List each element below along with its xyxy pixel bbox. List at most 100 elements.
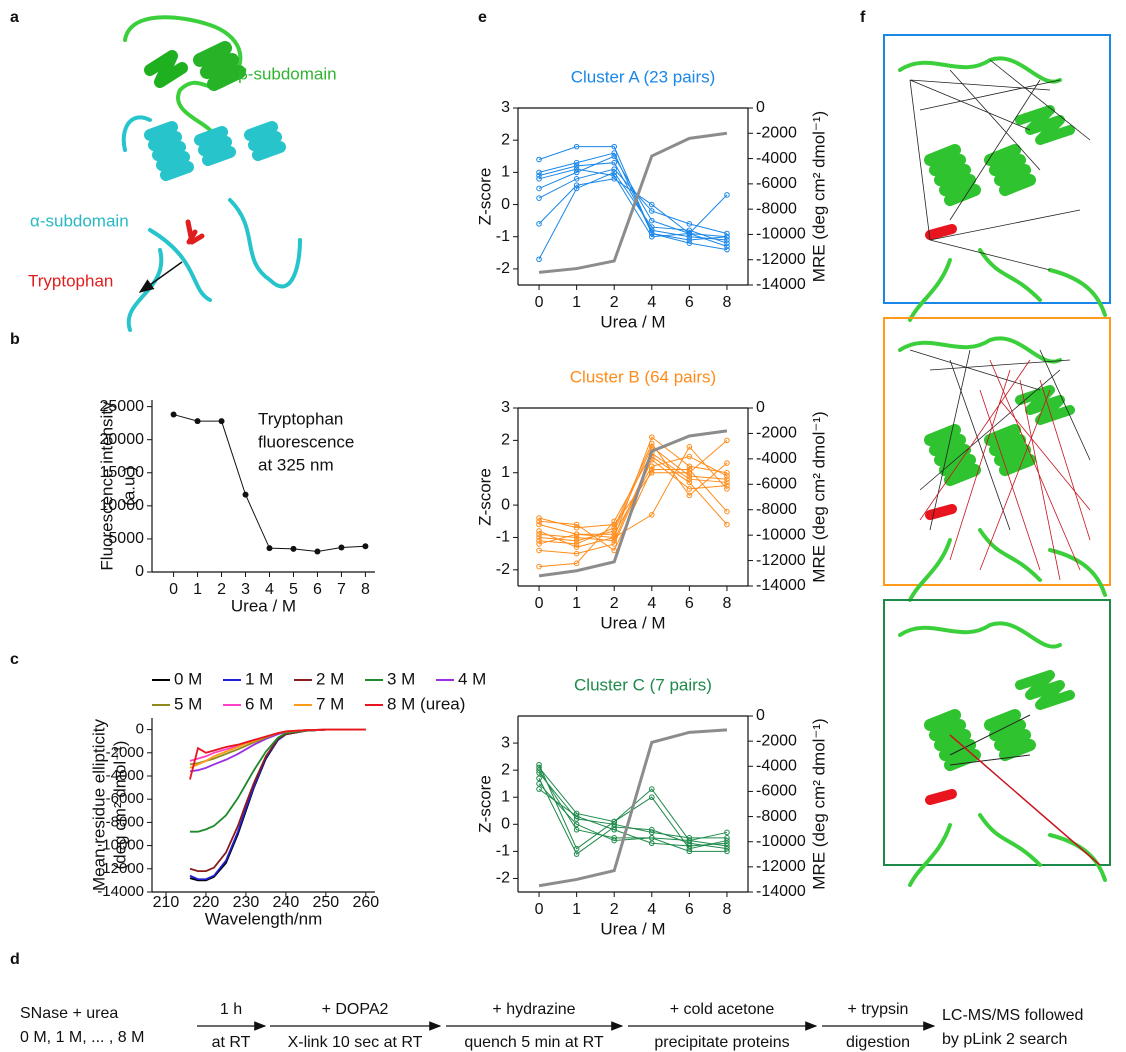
marker (536, 780, 542, 787)
y-axis-label: Z-score (475, 168, 494, 226)
y-tick-label: -1 (496, 529, 510, 546)
y-tick-label: 5000 (108, 530, 144, 547)
x-tick-label: 2 (610, 595, 619, 612)
x-tick-label: 8 (723, 901, 732, 918)
x-tick-label: 0 (169, 581, 178, 598)
line (538, 178, 727, 238)
marker (194, 418, 201, 425)
marker (686, 230, 693, 237)
x-tick-label: 240 (273, 894, 300, 911)
marker (611, 534, 618, 541)
panel-label: c (10, 651, 19, 668)
marker (573, 560, 580, 567)
y2-axis-label: MRE (deg cm² dmol⁻¹) (809, 411, 828, 582)
marker (648, 434, 655, 440)
y-tick-label: 25000 (100, 398, 145, 415)
marker (724, 237, 730, 243)
x-tick-label: 1 (572, 294, 581, 311)
marker (724, 469, 730, 476)
x-tick-label: 6 (685, 294, 694, 311)
marker (611, 518, 618, 525)
marker (573, 166, 580, 172)
y2-tick-label: -14000 (756, 577, 806, 594)
marker (724, 240, 730, 246)
marker (724, 848, 730, 855)
annotation: at 325 nm (258, 455, 334, 474)
x-tick-label: 2 (217, 581, 226, 598)
y-tick-label: -8000 (106, 813, 144, 830)
trp-label: Tryptophan (28, 271, 113, 290)
x-tick-label: 4 (265, 581, 274, 598)
beta-label: β-subdomain (238, 64, 337, 83)
marker (290, 545, 297, 552)
legend-label: 7 M (316, 694, 344, 713)
y2-tick-label: -6000 (756, 783, 797, 800)
y-axis-label: Z-score (475, 468, 494, 526)
line (538, 445, 728, 548)
y2-tick-label: -2000 (756, 125, 797, 142)
marker (611, 818, 618, 825)
marker (536, 528, 542, 534)
marker (686, 444, 693, 450)
marker (611, 524, 618, 531)
y-tick-label: 2 (501, 761, 510, 778)
y-tick-label: -2 (496, 561, 510, 578)
marker (611, 837, 618, 844)
legend-label: 0 M (174, 669, 202, 688)
marker (573, 531, 580, 538)
x-tick-label: 1 (193, 581, 202, 598)
step-below: quench 5 min at RT (464, 1034, 604, 1051)
line (538, 162, 727, 241)
y-tick-label: 0 (501, 496, 510, 513)
step-below: precipitate proteins (654, 1034, 789, 1051)
marker (536, 786, 542, 792)
marker (338, 544, 345, 551)
marker (266, 545, 273, 552)
x-axis-label: Urea / M (600, 312, 665, 331)
marker (648, 512, 655, 518)
y2-tick-label: -8000 (756, 808, 797, 825)
marker (573, 851, 580, 857)
marker (648, 230, 655, 237)
annotation: Tryptophan (258, 409, 343, 428)
x-tick-label: 3 (241, 581, 250, 598)
marker (648, 208, 655, 214)
marker (724, 843, 730, 849)
x-axis-label: Wavelength/nm (205, 909, 322, 928)
y2-tick-label: -2000 (756, 425, 797, 442)
y-tick-label: -4000 (106, 767, 144, 784)
marker (536, 156, 542, 163)
y2-axis-label: MRE (deg cm² dmol⁻¹) (809, 718, 828, 889)
marker (724, 835, 730, 841)
marker (724, 829, 730, 836)
y2-tick-label: -4000 (756, 150, 797, 167)
marker (573, 163, 580, 169)
x-tick-label: 2 (610, 294, 619, 311)
marker (724, 521, 730, 528)
marker (686, 837, 693, 844)
y2-tick-label: -12000 (756, 858, 806, 875)
alpha-label: α-subdomain (30, 211, 129, 230)
marker (648, 224, 655, 230)
legend-label: 8 M (urea) (387, 694, 465, 713)
line (538, 783, 728, 847)
line (538, 152, 728, 251)
workflow-end: by pLink 2 search (942, 1031, 1067, 1048)
marker (724, 192, 730, 198)
marker (611, 531, 618, 538)
marker (686, 233, 693, 240)
marker (724, 837, 730, 844)
marker (573, 534, 580, 541)
marker (724, 230, 730, 237)
marker (536, 537, 542, 544)
marker (611, 537, 618, 544)
x-tick-label: 6 (685, 595, 694, 612)
marker (648, 840, 655, 847)
x-tick-label: 0 (535, 901, 544, 918)
x-tick-label: 0 (535, 595, 544, 612)
marker (686, 463, 693, 470)
x-tick-label: 8 (723, 294, 732, 311)
marker (536, 547, 542, 554)
marker (170, 411, 177, 418)
marker (686, 492, 693, 499)
